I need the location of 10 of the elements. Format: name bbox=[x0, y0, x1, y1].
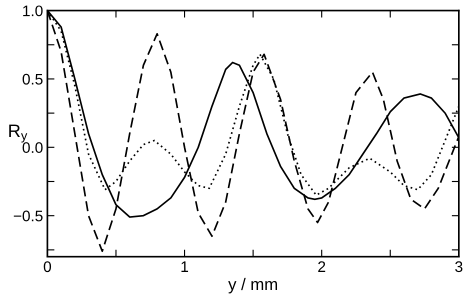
y-tick-label: 0.5 bbox=[22, 74, 43, 85]
x-tick-label: 0 bbox=[44, 261, 52, 272]
x-axis-title: y / mm bbox=[228, 278, 278, 294]
x-tick-label: 2 bbox=[318, 261, 326, 272]
y-tick-label: −0.5 bbox=[14, 210, 43, 222]
y-tick-label: 0.0 bbox=[22, 142, 43, 153]
x-tick-label: 1 bbox=[181, 261, 188, 272]
x-tick-label: 3 bbox=[455, 261, 462, 272]
y-tick-label: 1.0 bbox=[23, 5, 43, 16]
y-axis-title: R$_{y}$ bbox=[9, 124, 28, 143]
